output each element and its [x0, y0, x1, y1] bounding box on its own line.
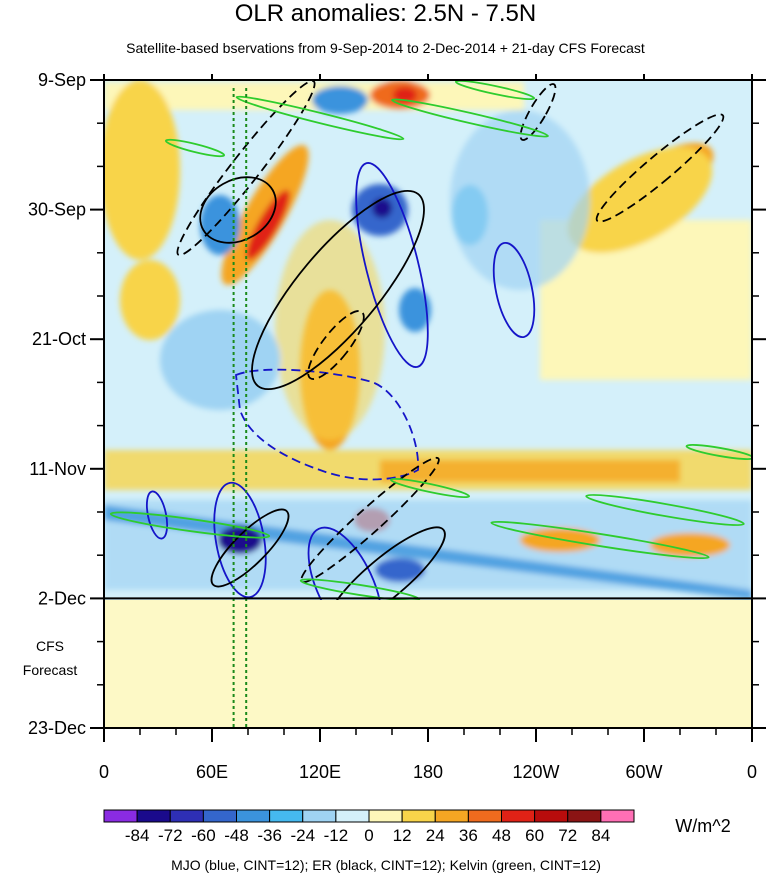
mjo-contour-4 — [213, 481, 267, 599]
er-contour-9 — [300, 456, 440, 584]
y-tick-label: 23-Dec — [28, 718, 86, 738]
er-contour-5 — [595, 113, 725, 223]
er-contour-1 — [176, 80, 316, 257]
colorbar-label: -12 — [324, 826, 349, 845]
er-contour-8 — [326, 526, 446, 600]
colorbar-swatch — [567, 809, 602, 823]
mjo-contour-2 — [492, 241, 536, 339]
field-blue-tilted-band — [104, 505, 752, 600]
kelvin-contour-5 — [585, 494, 745, 526]
colorbar-label: -48 — [224, 826, 249, 845]
field-blue-midright — [399, 288, 431, 332]
mjo-contour-3 — [145, 490, 169, 540]
colorbar-label: 72 — [558, 826, 577, 845]
mjo-contour-5 — [307, 526, 383, 600]
colorbar-label: -84 — [125, 826, 150, 845]
er-contour-4 — [307, 310, 365, 380]
chart-subtitle: Satellite-based bservations from 9-Sep-2… — [126, 40, 645, 56]
colorbar-swatch — [335, 809, 370, 823]
colorbar-label: 48 — [492, 826, 511, 845]
er-contour-3 — [199, 176, 277, 244]
colorbar-label: 36 — [459, 826, 478, 845]
mjo-contour-1 — [355, 162, 429, 368]
colorbar-label: 0 — [364, 826, 373, 845]
colorbar-label: -36 — [257, 826, 282, 845]
colorbar-swatch — [269, 809, 304, 823]
kelvin-contour-8 — [109, 511, 271, 539]
colorbar-swatch — [202, 809, 237, 823]
colorbar-swatch — [600, 809, 635, 823]
forecast-label-line2: Forecast — [23, 662, 78, 678]
x-tick-label: 0 — [747, 762, 757, 782]
kelvin-contour-4 — [164, 138, 226, 158]
kelvin-contour-1 — [235, 95, 405, 141]
contour-legend: MJO (blue, CINT=12); ER (black, CINT=12)… — [171, 857, 601, 873]
colorbar-swatch — [169, 809, 204, 823]
field-yellow-upper-left — [104, 80, 180, 260]
forecast-label-line1: CFS — [36, 638, 64, 654]
x-tick-label: 60W — [625, 762, 662, 782]
colorbar-swatch — [302, 809, 337, 823]
y-tick-label: 30-Sep — [28, 200, 86, 220]
field-blue-late-right — [375, 558, 425, 582]
y-tick-label: 21-Oct — [32, 329, 86, 349]
y-tick-label: 2-Dec — [38, 588, 86, 608]
anomaly-field — [104, 80, 752, 600]
colorbar: -84 -72 -60 -48 -36 -24 -12 0 12 24 36 48 60 72 84 — [103, 809, 635, 845]
colorbar-swatch — [534, 809, 569, 823]
x-tick-label: 60E — [196, 762, 228, 782]
field-yellow-center — [275, 220, 385, 440]
field-orange-band-nov — [380, 460, 680, 482]
x-tick-label: 120E — [299, 762, 341, 782]
field-yellow-left — [120, 260, 180, 340]
y-tick-label: 11-Nov — [29, 459, 86, 479]
forecast-lon-markers — [232, 88, 248, 728]
colorbar-label: -24 — [290, 826, 315, 845]
colorbar-units: W/m^2 — [675, 816, 730, 836]
x-axis: 0 60E 120E 180 120W 60W 0 — [99, 74, 757, 782]
filtered-contours — [109, 80, 752, 600]
colorbar-label: 84 — [591, 826, 610, 845]
kelvin-contour-7 — [685, 444, 752, 460]
colorbar-label: -60 — [191, 826, 216, 845]
forecast-region — [104, 600, 752, 728]
kelvin-contour-10 — [389, 477, 471, 499]
field-lightblue-left-mid — [160, 310, 280, 410]
colorbar-swatch — [136, 809, 171, 823]
colorbar-label: 24 — [426, 826, 445, 845]
colorbar-swatch — [103, 809, 138, 823]
field-lightblue-right-mid — [450, 110, 590, 290]
mjo-contour-dashed — [235, 368, 419, 481]
x-tick-label: 180 — [413, 762, 443, 782]
kelvin-contour-3 — [454, 80, 536, 101]
colorbar-swatch — [368, 809, 403, 823]
x-tick-label: 0 — [99, 762, 109, 782]
chart-title: OLR anomalies: 2.5N - 7.5N — [234, 0, 537, 27]
colorbar-swatch — [434, 809, 469, 823]
kelvin-contour-6 — [490, 520, 710, 560]
colorbar-swatch — [401, 809, 436, 823]
x-tick-label: 120W — [512, 762, 559, 782]
field-red-streak-a — [246, 190, 290, 260]
colorbar-label: -72 — [158, 826, 183, 845]
colorbar-swatch — [467, 809, 502, 823]
colorbar-label: 60 — [525, 826, 544, 845]
colorbar-label: 12 — [393, 826, 412, 845]
er-contour-2 — [251, 189, 425, 391]
y-tick-label: 9-Sep — [38, 70, 86, 90]
y-axis: 9-Sep 30-Sep 21-Oct 11-Nov 2-Dec 23-Dec — [28, 70, 766, 738]
colorbar-swatch — [501, 809, 536, 823]
kelvin-contour-2 — [391, 98, 549, 138]
field-blue-top-center — [312, 86, 368, 114]
field-orange-late-2 — [650, 533, 730, 557]
colorbar-swatch — [236, 809, 271, 823]
field-blue-center-deep — [372, 198, 392, 218]
